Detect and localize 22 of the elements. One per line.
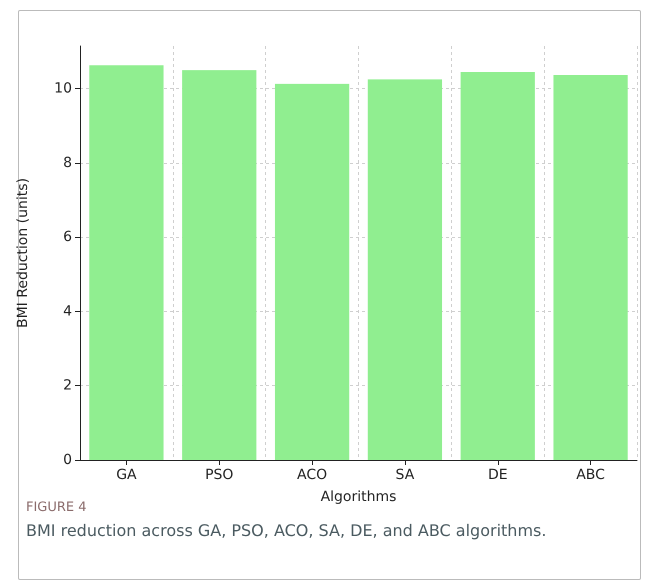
bar [274, 84, 350, 460]
x-tick-label: SA [396, 467, 415, 483]
x-tick-label: DE [488, 467, 508, 483]
x-tick-label: ABC [576, 467, 606, 483]
bar [368, 79, 442, 460]
bar [460, 72, 535, 460]
y-tick-label: 4 [63, 303, 72, 320]
y-tick-label: 0 [63, 452, 72, 468]
bar [182, 70, 256, 460]
x-tick-label: PSO [205, 467, 234, 483]
y-tick-label: 8 [63, 154, 72, 171]
caption: FIGURE 4 [26, 500, 87, 515]
bar [553, 74, 628, 460]
y-tick-label: 2 [63, 378, 72, 394]
x-axis-title: Algorithms [320, 489, 396, 505]
bar [89, 65, 164, 460]
text: BMI reduction across GA, PSO, ACO, SA, DE, and ABC algorithms. [26, 521, 548, 540]
x-tick-label: GA [116, 467, 138, 483]
y-axis-title: BMI Reduction (units) [15, 178, 31, 328]
x-tick-label: ACO [297, 467, 328, 483]
y-tick-label: 6 [63, 229, 72, 246]
y-tick-label: 10 [54, 80, 72, 97]
